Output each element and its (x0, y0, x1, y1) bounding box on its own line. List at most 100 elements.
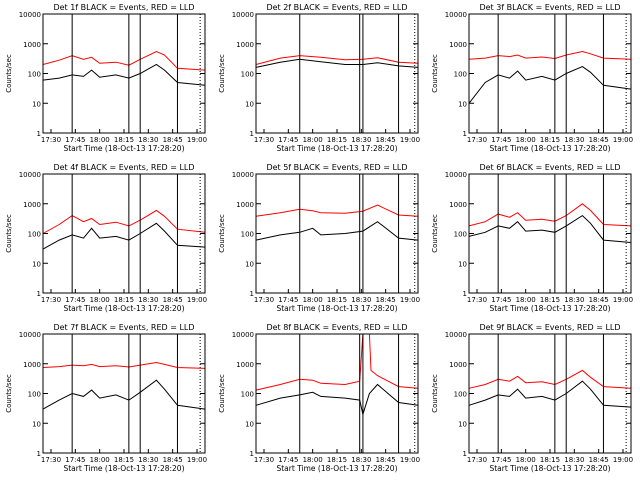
x-tick-label: 18:15 (327, 456, 347, 464)
x-tick-label: 17:45 (65, 296, 85, 304)
chart-panel-6: Det 6f BLACK = Events, RED = LLD 1 10 100 10… (431, 163, 633, 313)
x-axis-label: Start Time (18-Oct-13 17:28:20) (276, 304, 397, 313)
x-tick-label: 18:45 (163, 456, 183, 464)
y-tick-label: 1000 (23, 201, 41, 209)
x-tick-label: 18:30 (138, 456, 158, 464)
events-series-line (42, 222, 206, 250)
chart-title: Det 8f BLACK = Events, RED = LLD (266, 323, 407, 332)
x-tick-label: 19:00 (187, 136, 207, 144)
y-axis-label: Counts/sec (218, 374, 226, 413)
x-tick-label: 19:00 (187, 296, 207, 304)
x-tick-label: 19:00 (613, 456, 633, 464)
chart-panel-5: Det 5f BLACK = Events, RED = LLD 1 10 100 10… (218, 163, 420, 313)
lld-series-line (468, 50, 632, 60)
y-tick-label: 10000 (232, 331, 254, 339)
chart-panel-1: Det 1f BLACK = Events, RED = LLD 1 10 100 10… (5, 3, 207, 153)
y-tick-label: 100 (28, 231, 41, 239)
y-tick-label: 10000 (232, 171, 254, 179)
x-tick-label: 18:15 (327, 136, 347, 144)
chart-panel-3: Det 3f BLACK = Events, RED = LLD 1 10 100 10… (431, 3, 633, 153)
y-tick-label: 100 (28, 391, 41, 399)
y-tick-label: 10000 (19, 11, 41, 19)
y-tick-label: 10 (32, 260, 41, 268)
y-tick-label: 100 (241, 71, 254, 79)
x-axis-label: Start Time (18-Oct-13 17:28:20) (489, 304, 610, 313)
x-tick-label: 18:30 (351, 456, 371, 464)
x-tick-label: 17:30 (467, 456, 487, 464)
plot-frame (42, 333, 206, 454)
y-tick-label: 10000 (19, 171, 41, 179)
x-tick-label: 17:30 (467, 296, 487, 304)
x-tick-label: 17:30 (254, 136, 274, 144)
x-tick-label: 18:30 (138, 136, 158, 144)
y-tick-label: 1 (250, 290, 254, 298)
y-tick-label: 10 (458, 420, 467, 428)
y-tick-label: 100 (454, 231, 467, 239)
y-tick-label: 10 (458, 100, 467, 108)
plot-frame (255, 333, 419, 454)
y-tick-label: 1 (463, 290, 467, 298)
x-tick-label: 18:30 (351, 296, 371, 304)
x-tick-label: 18:00 (90, 136, 110, 144)
events-series-line (468, 66, 632, 104)
y-tick-label: 1 (250, 130, 254, 138)
x-axis-label: Start Time (18-Oct-13 17:28:20) (63, 464, 184, 473)
y-tick-label: 1000 (236, 201, 254, 209)
y-tick-label: 100 (28, 71, 41, 79)
chart-title: Det 3f BLACK = Events, RED = LLD (479, 3, 620, 12)
plot-frame (468, 173, 632, 294)
x-tick-label: 18:15 (540, 136, 560, 144)
x-tick-label: 18:30 (351, 136, 371, 144)
x-tick-label: 18:00 (303, 136, 323, 144)
plot-frame (42, 13, 206, 134)
x-axis-label: Start Time (18-Oct-13 17:28:20) (63, 144, 184, 153)
y-tick-label: 1000 (449, 41, 467, 49)
x-tick-label: 18:00 (90, 296, 110, 304)
lld-series-line (42, 50, 206, 71)
x-tick-label: 18:15 (114, 136, 134, 144)
plot-frame (255, 13, 419, 134)
x-tick-label: 18:15 (327, 296, 347, 304)
x-tick-label: 18:00 (516, 296, 536, 304)
y-axis-label: Counts/sec (431, 54, 439, 93)
events-series-line (255, 58, 419, 68)
x-tick-label: 18:15 (540, 456, 560, 464)
x-tick-label: 19:00 (613, 296, 633, 304)
y-tick-label: 100 (241, 231, 254, 239)
x-axis-label: Start Time (18-Oct-13 17:28:20) (489, 144, 610, 153)
x-tick-label: 18:30 (564, 136, 584, 144)
x-tick-label: 18:45 (163, 136, 183, 144)
x-tick-label: 18:45 (376, 136, 396, 144)
y-tick-label: 1 (37, 130, 41, 138)
y-tick-label: 10 (32, 420, 41, 428)
events-series-line (468, 214, 632, 243)
events-series-line (468, 380, 632, 408)
y-axis-label: Counts/sec (5, 374, 13, 413)
x-tick-label: 19:00 (187, 456, 207, 464)
x-tick-label: 17:45 (65, 136, 85, 144)
chart-panel-4: Det 4f BLACK = Events, RED = LLD 1 10 100 10… (5, 163, 207, 313)
x-axis-label: Start Time (18-Oct-13 17:28:20) (276, 144, 397, 153)
lld-series-line (42, 361, 206, 369)
x-tick-label: 17:45 (491, 456, 511, 464)
x-tick-label: 17:45 (491, 296, 511, 304)
x-tick-label: 18:45 (376, 296, 396, 304)
y-tick-label: 10 (32, 100, 41, 108)
y-axis-label: Counts/sec (431, 374, 439, 413)
chart-title: Det 1f BLACK = Events, RED = LLD (53, 3, 194, 12)
chart-title: Det 7f BLACK = Events, RED = LLD (53, 323, 194, 332)
y-tick-label: 10000 (445, 171, 467, 179)
y-tick-label: 1000 (449, 201, 467, 209)
y-tick-label: 10 (458, 260, 467, 268)
x-tick-label: 18:15 (114, 456, 134, 464)
y-tick-label: 10000 (445, 331, 467, 339)
x-tick-label: 18:00 (90, 456, 110, 464)
x-tick-label: 17:45 (491, 136, 511, 144)
y-tick-label: 10000 (19, 331, 41, 339)
x-tick-label: 17:30 (41, 136, 61, 144)
y-tick-label: 10 (245, 260, 254, 268)
y-tick-label: 1 (37, 450, 41, 458)
x-tick-label: 18:45 (589, 456, 609, 464)
chart-title: Det 2f BLACK = Events, RED = LLD (266, 3, 407, 12)
events-series-line (255, 221, 419, 241)
